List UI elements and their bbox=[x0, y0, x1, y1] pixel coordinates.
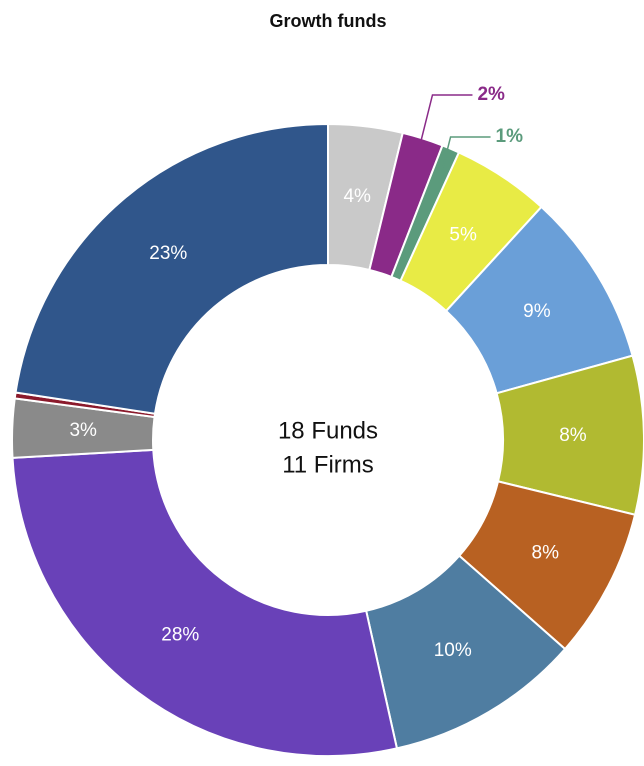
leader-line bbox=[416, 94, 473, 158]
data-label: 23% bbox=[149, 243, 187, 264]
donut-slice bbox=[14, 122, 329, 415]
data-label: 10% bbox=[434, 640, 472, 661]
data-label: 3% bbox=[69, 420, 97, 441]
center-text: 11 Firms bbox=[282, 451, 374, 478]
data-label: 2% bbox=[477, 84, 505, 105]
center-text: 18 Funds bbox=[278, 417, 378, 444]
leader-line bbox=[442, 136, 491, 168]
data-label: 4% bbox=[343, 186, 371, 207]
donut-slice bbox=[11, 448, 399, 757]
data-label: 9% bbox=[523, 301, 551, 322]
chart-title: Growth funds bbox=[270, 11, 387, 31]
data-label: 8% bbox=[559, 425, 587, 446]
data-label: 1% bbox=[496, 126, 524, 147]
data-label: 5% bbox=[449, 225, 477, 246]
data-label: 8% bbox=[532, 542, 560, 563]
data-label: 28% bbox=[161, 624, 199, 645]
